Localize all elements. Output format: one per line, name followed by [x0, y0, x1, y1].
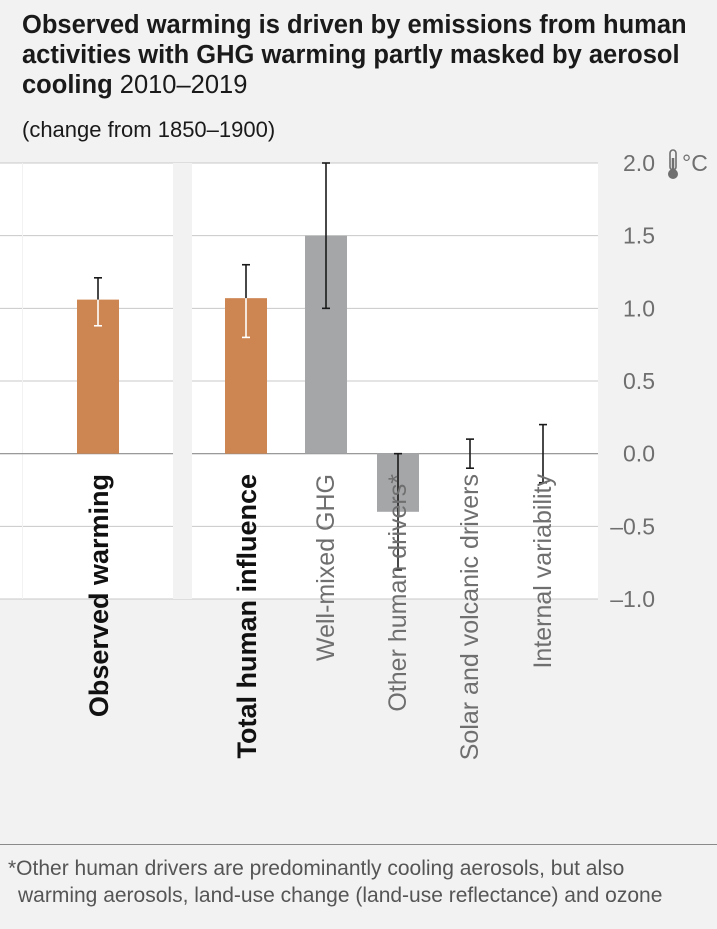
footnote: *Other human drivers are predominantly c… — [0, 844, 717, 909]
chart-title: Observed warming is driven by emissions … — [22, 10, 712, 100]
error-bars — [94, 162, 547, 571]
panel-gap — [173, 163, 192, 599]
category-label: Other human drivers* — [384, 474, 412, 712]
thermometer-icon — [668, 149, 678, 179]
category-label: Observed warming — [84, 474, 114, 717]
y-tick-label: –1.0 — [610, 586, 655, 612]
footnote-line-2: warming aerosols, land-use change (land-… — [18, 884, 663, 907]
thermometer-bulb — [668, 169, 678, 179]
y-tick-label: 0.0 — [623, 441, 655, 467]
panel-gap — [22, 163, 23, 599]
y-tick-label: 1.0 — [623, 295, 655, 321]
category-label: Total human influence — [232, 474, 262, 759]
chart-title-main: Observed warming is driven by emissions … — [22, 11, 687, 99]
y-tick-label: 2.0 — [623, 150, 655, 176]
category-label: Internal variability — [529, 474, 557, 669]
y-axis-unit: °C — [668, 149, 708, 179]
category-label: Solar and volcanic drivers — [456, 474, 484, 760]
footnote-line-1: *Other human drivers are predominantly c… — [8, 857, 625, 880]
y-tick-label: 1.5 — [623, 223, 655, 249]
category-label: Well-mixed GHG — [312, 474, 340, 661]
gridlines — [0, 162, 598, 600]
category-labels: Observed warming Total human influence Wel… — [84, 474, 557, 761]
y-axis-ticks: 2.0 1.5 1.0 0.5 0.0 –0.5 –1.0 — [610, 150, 655, 612]
chart-title-period: 2010–2019 — [119, 71, 248, 99]
y-tick-label: 0.5 — [623, 368, 655, 394]
y-tick-label: –0.5 — [610, 513, 655, 539]
y-axis-unit-label: °C — [682, 150, 708, 176]
chart-subtitle: (change from 1850–1900) — [22, 117, 276, 142]
